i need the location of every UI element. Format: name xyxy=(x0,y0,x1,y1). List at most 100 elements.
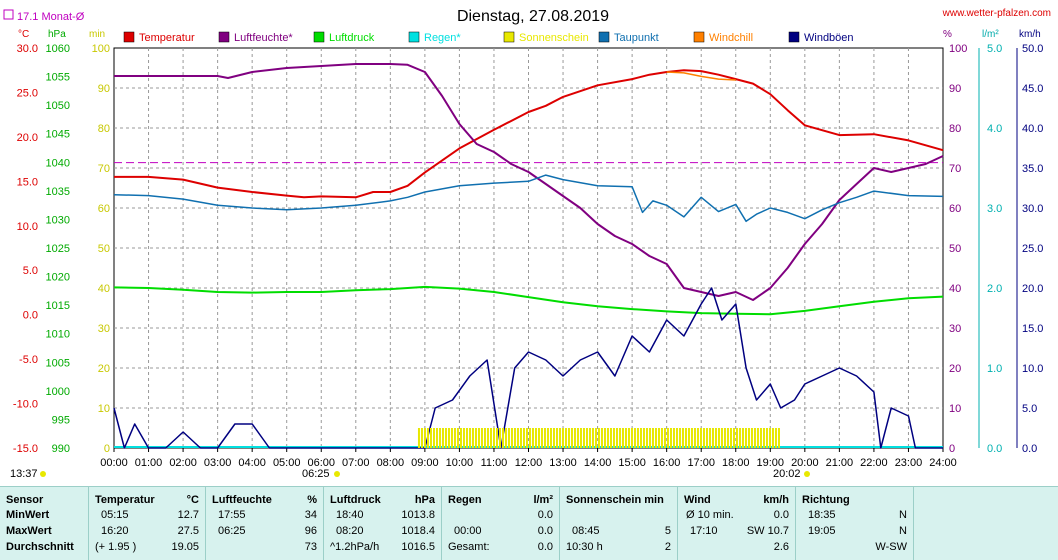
pressure-tick-label: 1015 xyxy=(46,300,70,312)
pressure-min-time: 18:40 xyxy=(336,509,364,521)
sunshine-bar xyxy=(432,428,435,448)
sunshine-bar xyxy=(690,428,693,448)
sunshine-bar xyxy=(546,428,549,448)
wind-tick-label: 5.0 xyxy=(1022,403,1037,415)
site-link[interactable]: www.wetter-pfalzen.com xyxy=(942,8,1051,19)
temp-tick-label: 5.0 xyxy=(23,265,38,277)
rain-max-time: 00:00 xyxy=(454,525,482,537)
humidity-tick-label: 50 xyxy=(949,243,961,255)
sunshine-bar xyxy=(732,428,735,448)
sunshine-bar xyxy=(747,428,750,448)
series-line-temperatur xyxy=(114,69,944,199)
sunshine-bar xyxy=(549,428,552,448)
sunshine-bar xyxy=(666,428,669,448)
rain-tick-label: 2.0 xyxy=(987,283,1002,295)
x-tick-label: 00:00 xyxy=(100,457,128,469)
rain-tick-label: 5.0 xyxy=(987,43,1002,55)
unit-rain: l/m² xyxy=(982,29,999,40)
sunshine-bar xyxy=(426,428,429,448)
sun-tick-label: 60 xyxy=(98,203,110,215)
stats-wind: Wind km/h Ø 10 min. 0.0 17:10 SW 10.7 2.… xyxy=(677,487,795,560)
sunshine-bar xyxy=(510,428,513,448)
sunshine-bar xyxy=(462,428,465,448)
stats-row-labels: Sensor MinWert MaxWert Durchschnitt xyxy=(0,487,88,560)
chart-axes: 00:00 01:00 02:00 03:00 04:00 05:00 06:00 07:00… xyxy=(13,43,1044,469)
humidity-tick-label: 100 xyxy=(949,43,967,55)
sunshine-bar xyxy=(600,428,603,448)
sunshine-bar xyxy=(447,428,450,448)
series-line-luftdruck xyxy=(113,285,944,316)
pressure-tick-label: 1050 xyxy=(46,100,70,112)
legend-label: Regen* xyxy=(424,32,461,44)
humidity-tick-label: 20 xyxy=(949,363,961,375)
sunshine-bar xyxy=(498,428,501,448)
sunshine-bar xyxy=(441,428,444,448)
temperature-avg: 19.05 xyxy=(171,541,199,553)
humidity-min-time: 17:55 xyxy=(218,509,246,521)
direction-avg: W-SW xyxy=(875,541,907,553)
sunshine-bar xyxy=(717,428,720,448)
row-label-max: MaxWert xyxy=(6,525,52,537)
rain-max: 0.0 xyxy=(537,525,553,537)
x-tick-label: 15:00 xyxy=(618,457,646,469)
wind-max: SW 10.7 xyxy=(746,525,789,537)
sunshine-avg-note: 10:30 h xyxy=(566,541,603,553)
x-tick-label: 24:00 xyxy=(929,457,957,469)
x-tick-label: 17:00 xyxy=(687,457,715,469)
temp-tick-label: 20.0 xyxy=(17,132,38,144)
wind-tick-label: 20.0 xyxy=(1022,283,1043,295)
stats-temperature: Temperatur °C 05:15 12.7 16:20 27.5 (+ 1… xyxy=(88,487,205,560)
sunshine-bar xyxy=(444,428,447,448)
x-tick-label: 11:00 xyxy=(481,457,508,469)
sunshine-bar xyxy=(708,428,711,448)
sunshine-bar xyxy=(648,428,651,448)
unit-pressure: hPa xyxy=(48,29,66,40)
sunshine-bar xyxy=(453,428,456,448)
sunshine-bar xyxy=(585,428,588,448)
temperature-min: 12.7 xyxy=(177,509,199,521)
sunshine-bar xyxy=(699,428,702,448)
legend-label: Temperatur xyxy=(139,32,195,44)
stats-humidity: Luftfeuchte % 17:55 34 06:25 96 73 xyxy=(205,487,323,560)
legend-swatch xyxy=(123,31,135,43)
x-tick-label: 09:00 xyxy=(411,457,439,469)
sunshine-bar xyxy=(744,428,747,448)
temp-tick-label: -15.0 xyxy=(13,443,38,455)
legend-swatch xyxy=(218,31,230,43)
sunshine-bar xyxy=(687,428,690,448)
sun-tick-label: 10 xyxy=(98,403,110,415)
x-tick-label: 18:00 xyxy=(722,457,750,469)
temperature-max-time: 16:20 xyxy=(101,525,129,537)
sunshine-bar xyxy=(669,428,672,448)
wind-min-label: Ø 10 min. xyxy=(686,509,734,521)
rain-tick-label: 4.0 xyxy=(987,123,1002,135)
weather-chart: 00:00 01:00 02:00 03:00 04:00 05:00 06:00 07:00… xyxy=(3,8,1051,480)
sunshine-bar xyxy=(639,428,642,448)
sunshine-bar xyxy=(417,428,420,448)
sunshine-bar xyxy=(519,428,522,448)
rain-tick-label: 3.0 xyxy=(987,203,1002,215)
sunshine-bar xyxy=(771,428,774,448)
temp-tick-label: 25.0 xyxy=(17,87,38,99)
rain-avg-note: Gesamt: xyxy=(448,541,490,553)
legend-swatch xyxy=(788,31,800,43)
chart-legend: Temperatur Luftfeuchte* Luftdruck Regen* Son… xyxy=(123,31,854,44)
series-line-windchill xyxy=(666,71,736,81)
chart-title: Dienstag, 27.08.2019 xyxy=(457,8,609,25)
unit-temp: °C xyxy=(18,29,29,40)
temperature-max: 27.5 xyxy=(177,525,199,537)
chart-series xyxy=(113,63,944,449)
sunshine-bar xyxy=(651,428,654,448)
stats-pressure: Luftdruck hPa 18:40 1013.8 08:20 1018.4 … xyxy=(323,487,441,560)
wind-tick-label: 0.0 xyxy=(1022,443,1037,455)
sunshine-bar xyxy=(660,428,663,448)
temperature-unit: °C xyxy=(186,494,199,506)
sunshine-bar xyxy=(711,428,714,448)
pressure-tick-label: 1020 xyxy=(46,272,70,284)
legend-swatch xyxy=(313,31,325,43)
x-tick-label: 21:00 xyxy=(826,457,854,469)
temp-tick-label: 0.0 xyxy=(23,310,38,322)
row-label-min: MinWert xyxy=(6,509,50,521)
x-tick-label: 05:00 xyxy=(273,457,301,469)
pressure-tick-label: 990 xyxy=(52,443,70,455)
